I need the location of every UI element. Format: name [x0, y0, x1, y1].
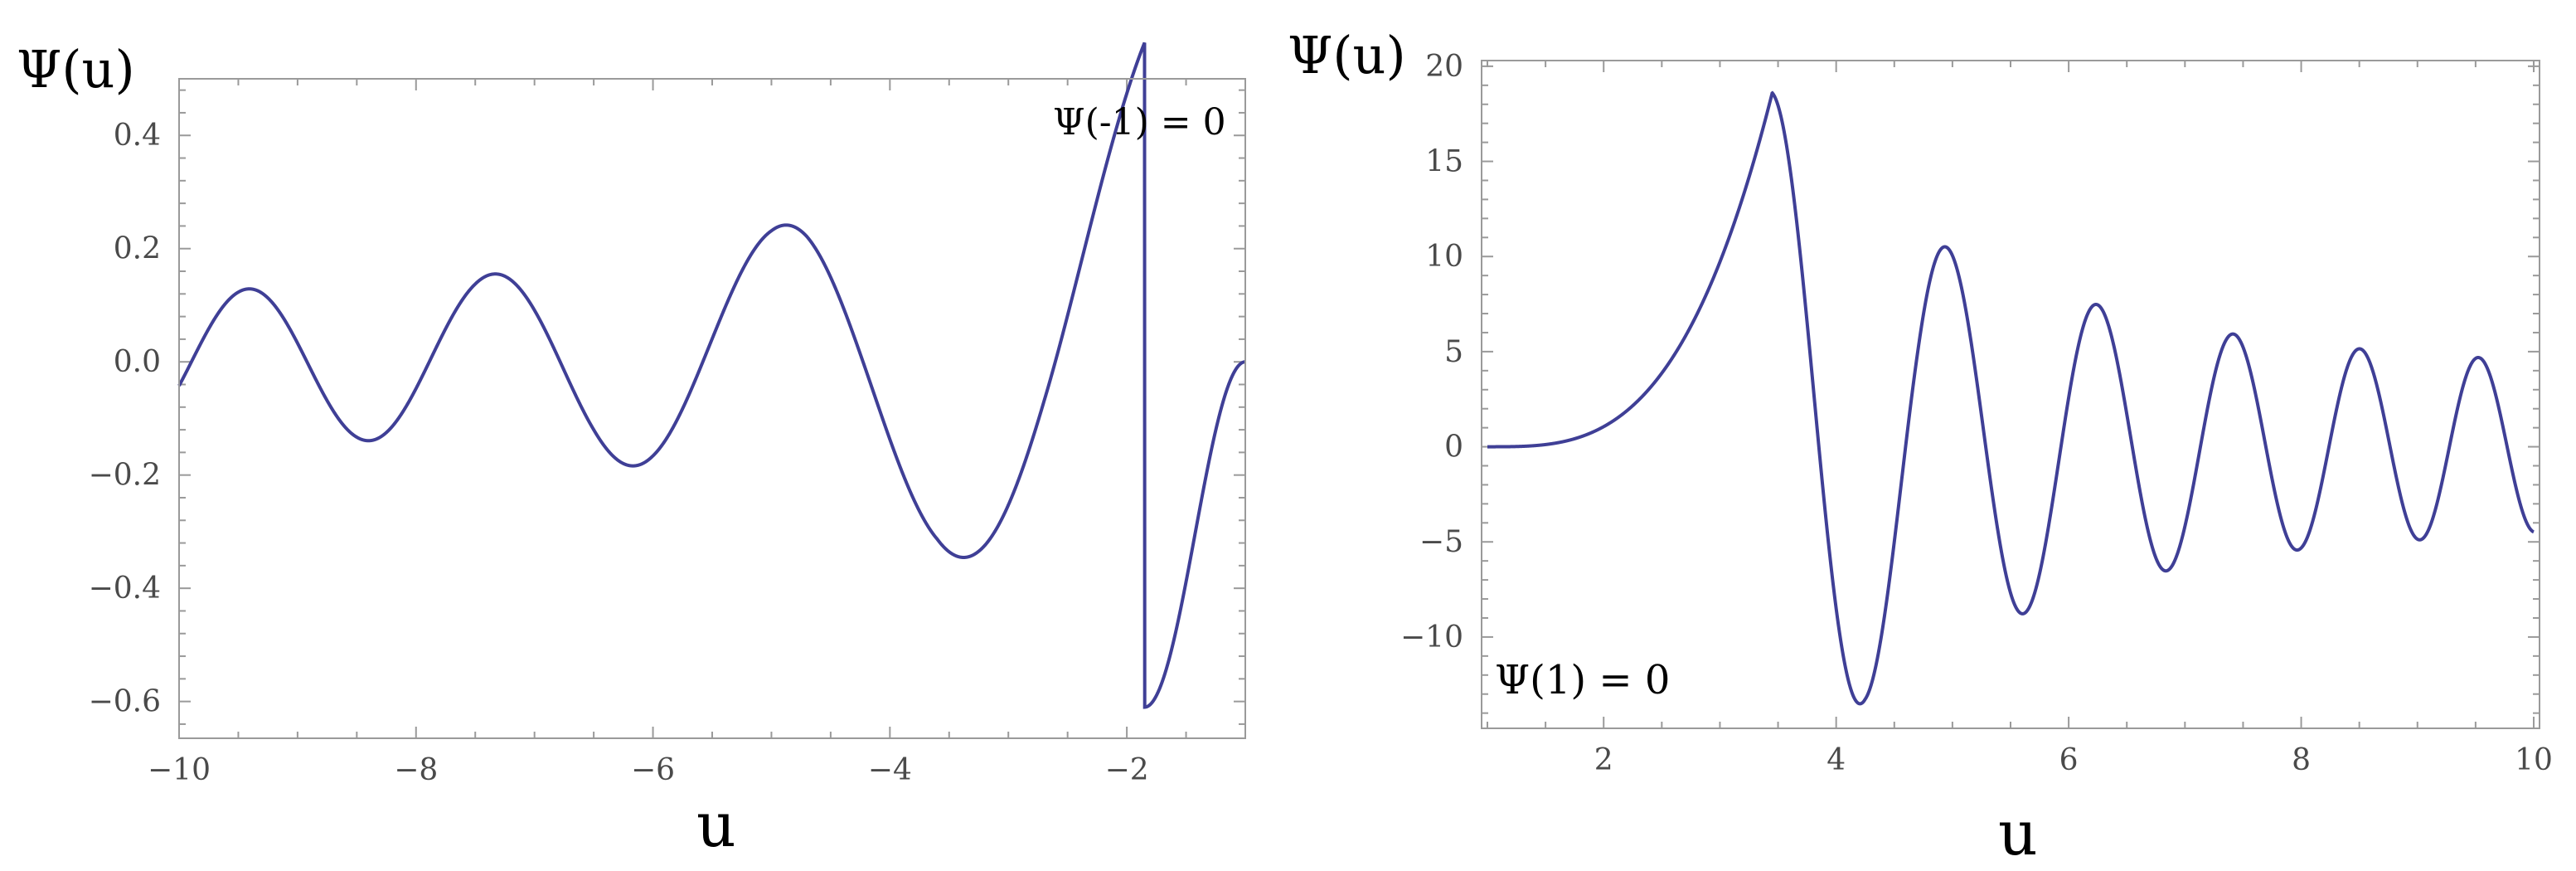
right-boundary-annotation: Ψ(1) = 0 — [1495, 657, 1670, 703]
right-plot-frame — [1481, 60, 2540, 729]
right-plot-panel: 2 4 6 8 10 −10 −5 0 5 10 15 20 Ψ(u) u Ψ(1) = 0 — [1288, 25, 2553, 869]
right-axis-ticks — [1482, 61, 2540, 728]
y-tick-label: 0 — [1444, 431, 1463, 465]
left-tick-labels: −10 −8 −6 −4 −2 −0.6 −0.4 −0.2 0.0 0.2 0.4 — [89, 119, 1149, 787]
left-plot-curve — [177, 41, 1245, 709]
x-tick-label: 8 — [2292, 743, 2311, 777]
x-tick-label: −6 — [631, 753, 675, 787]
x-tick-label: 6 — [2059, 743, 2079, 777]
y-tick-label: 10 — [1425, 240, 1463, 274]
x-tick-label: −10 — [148, 753, 211, 787]
y-tick-label: −0.4 — [89, 572, 161, 606]
left-plot-panel: −10 −8 −6 −4 −2−0.6−0.4−0.20.00.20.4 Ψ(u) u … — [17, 39, 1246, 861]
right-x-axis-label: u — [1998, 798, 2038, 869]
x-tick-label: −4 — [868, 753, 912, 787]
left-y-axis-label: Ψ(u) — [17, 39, 135, 100]
y-tick-label: 5 — [1444, 335, 1463, 369]
y-tick-label: 0.4 — [114, 119, 161, 153]
left-axis-ticks — [178, 79, 1246, 738]
y-tick-label: −0.2 — [89, 459, 161, 493]
x-tick-label: −8 — [394, 753, 438, 787]
y-tick-label: 20 — [1425, 50, 1463, 84]
left-plot-frame — [178, 78, 1246, 739]
left-x-axis-label: u — [696, 790, 736, 861]
x-tick-label: 2 — [1594, 743, 1613, 777]
right-plot-curve — [1487, 90, 2535, 706]
x-tick-label: 4 — [1826, 743, 1846, 777]
right-y-axis-label: Ψ(u) — [1288, 25, 1406, 85]
y-tick-label: −5 — [1419, 525, 1463, 559]
y-tick-label: 15 — [1425, 145, 1463, 179]
x-tick-label: −2 — [1105, 753, 1149, 787]
y-tick-label: −10 — [1400, 620, 1463, 654]
y-tick-label: 0.2 — [114, 232, 161, 266]
y-tick-label: 0.0 — [114, 345, 161, 379]
left-boundary-annotation: Ψ(-1) = 0 — [1053, 101, 1226, 144]
right-tick-labels: 2 4 6 8 10 −10 −5 0 5 10 15 20 — [1400, 50, 2553, 777]
y-tick-label: −0.6 — [89, 685, 161, 719]
x-tick-label: 10 — [2515, 743, 2553, 777]
